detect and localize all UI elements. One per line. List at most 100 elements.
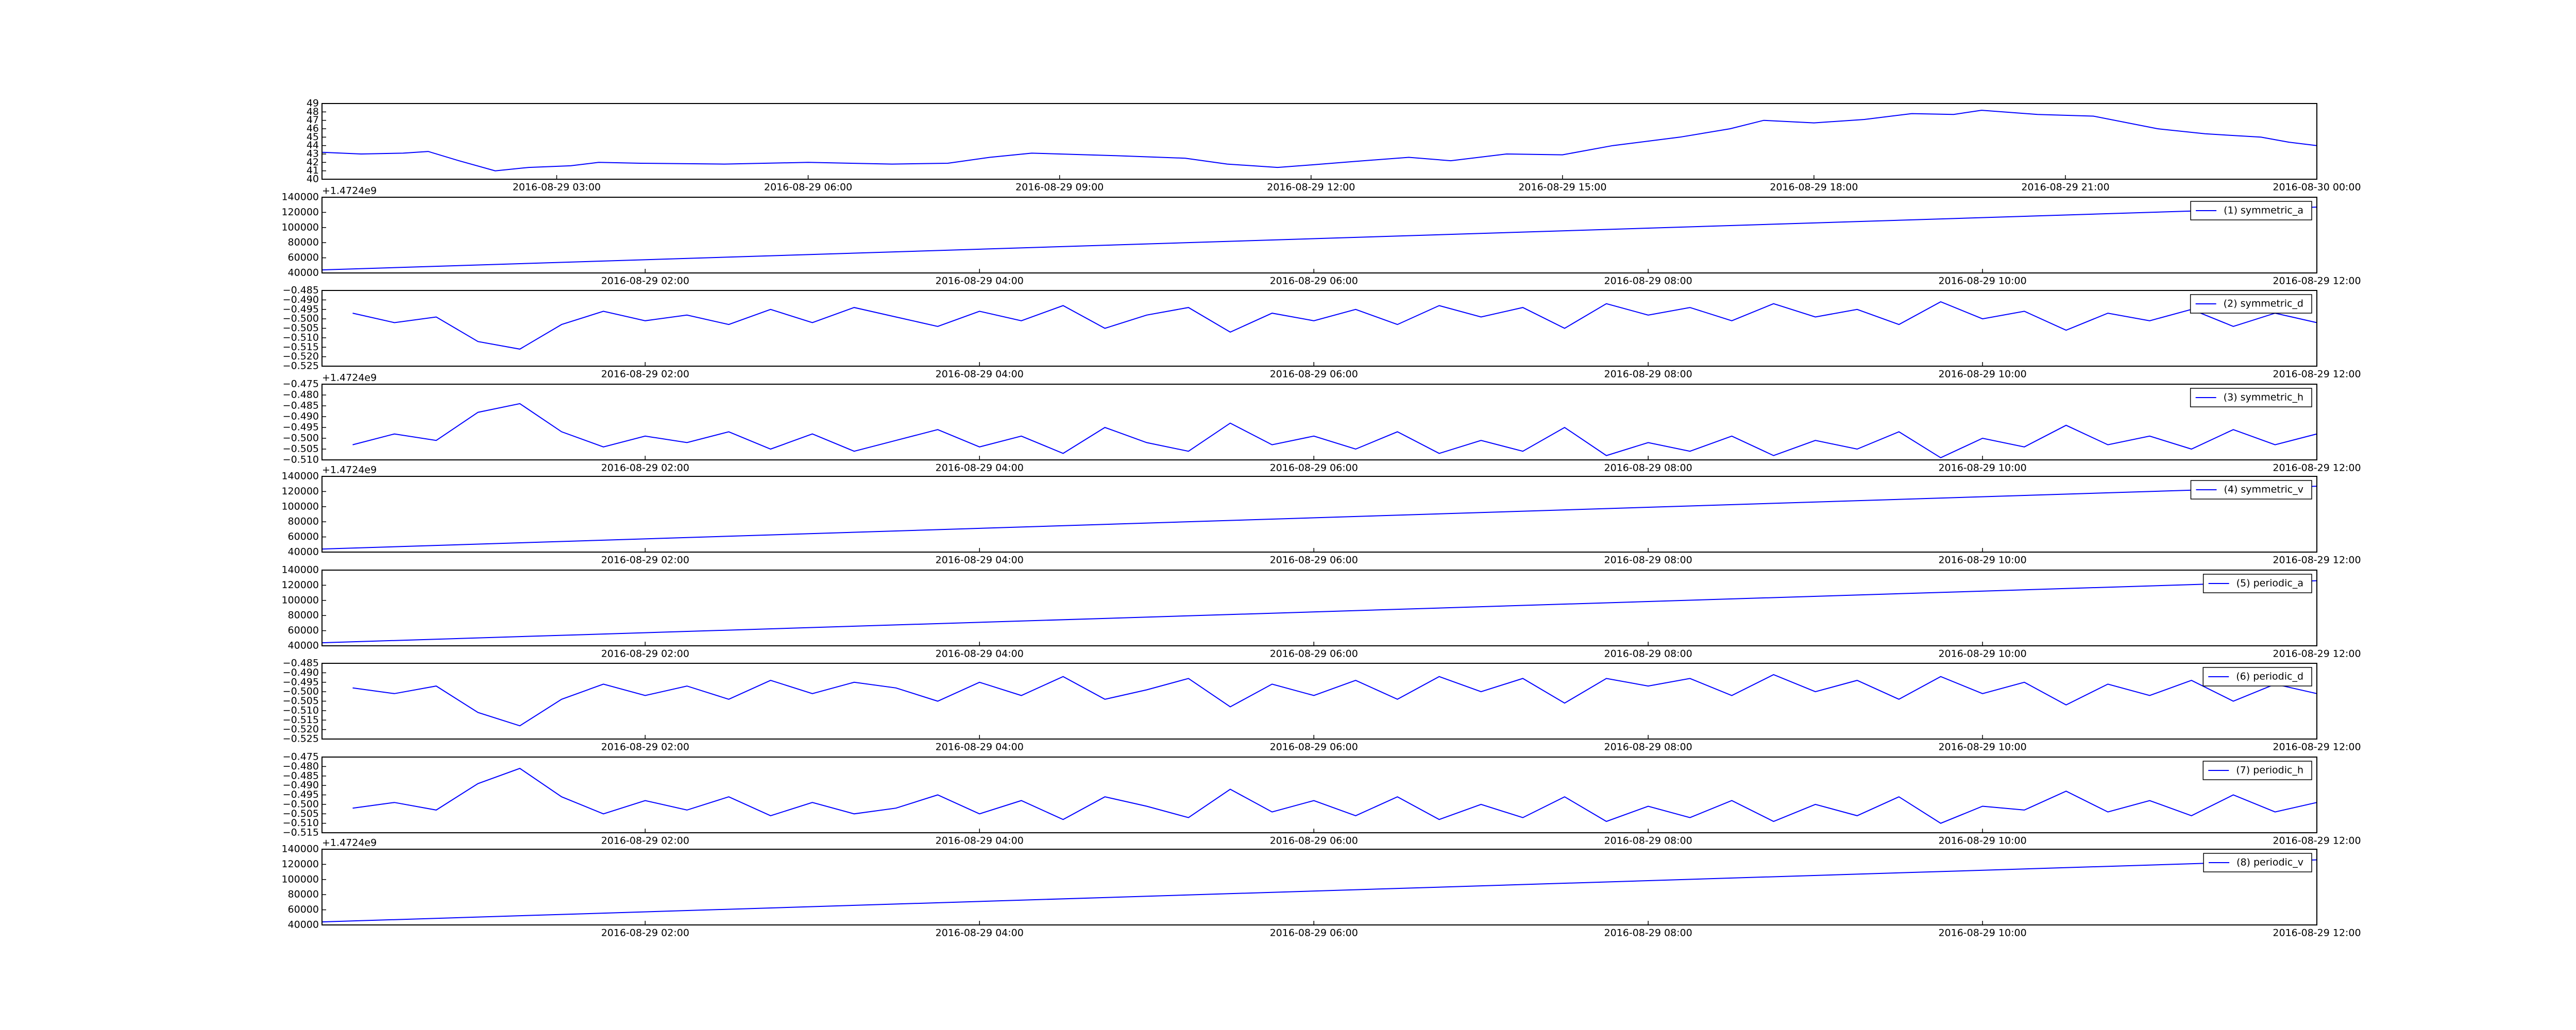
y-tick-label: 44 [307,140,319,151]
y-tick-label: 140000 [281,844,319,855]
series-line [321,207,2317,271]
x-tick-label: 2016-08-29 06:00 [1270,742,1358,753]
x-tick-label: 2016-08-29 12:00 [2273,928,2361,939]
legend: (3) symmetric_h [2190,388,2312,407]
subplot: −0.485−0.490−0.495−0.500−0.505−0.510−0.5… [283,285,2361,380]
y-tick-label: 60000 [288,252,319,263]
y-tick-label: −0.475 [283,751,319,763]
x-tick-label: 2016-08-29 10:00 [1938,276,2026,287]
x-tick-label: 2016-08-30 00:00 [2273,182,2361,193]
x-tick-label: 2016-08-29 12:00 [2273,742,2361,753]
x-tick-label: 2016-08-29 08:00 [1604,928,1692,939]
x-tick-label: 2016-08-29 04:00 [936,276,1024,287]
y-tick-label: −0.500 [283,686,319,697]
x-tick-label: 2016-08-29 10:00 [1938,648,2026,660]
axes-frame [321,849,2317,925]
x-tick-label: 2016-08-29 06:00 [764,182,852,193]
y-tick-label: 46 [307,123,319,134]
y-tick-label: −0.505 [283,443,319,455]
axes-frame [321,570,2317,646]
x-tick-label: 2016-08-29 12:00 [1267,182,1355,193]
subplot: 40000 60000 80000 100000 120000 140000 2016-08… [281,185,2361,287]
legend: (4) symmetric_v [2190,480,2312,500]
y-tick-label: 48 [307,106,319,117]
y-tick-label: −0.500 [283,433,319,444]
y-tick-label: 140000 [281,564,319,576]
x-tick-label: 2016-08-29 06:00 [1270,555,1358,566]
x-tick-label: 2016-08-29 02:00 [601,369,689,380]
x-tick-label: 2016-08-29 10:00 [1938,462,2026,474]
y-tick-label: 45 [307,131,319,143]
y-tick-label: 120000 [281,207,319,218]
y-tick-label: −0.505 [283,322,319,334]
y-tick-label: 120000 [281,579,319,591]
x-tick-label: 2016-08-29 08:00 [1604,648,1692,660]
x-tick-label: 2016-08-29 02:00 [601,276,689,287]
y-tick-label: −0.505 [283,695,319,707]
y-tick-label: −0.515 [283,714,319,726]
x-tick-label: 2016-08-29 08:00 [1604,462,1692,474]
x-tick-label: 2016-08-29 04:00 [936,928,1024,939]
x-tick-label: 2016-08-29 02:00 [601,742,689,753]
offset-text: +1.4724e9 [322,185,377,197]
x-tick-label: 2016-08-29 06:00 [1270,835,1358,847]
x-tick-label: 2016-08-29 10:00 [1938,928,2026,939]
series-line [321,580,2317,644]
y-tick-label: −0.510 [283,332,319,343]
y-tick-label: −0.485 [283,400,319,411]
subplot: −0.475−0.480−0.485−0.490−0.495−0.500−0.5… [283,372,2361,474]
series-line [321,486,2317,550]
offset-text: +1.4724e9 [322,465,377,476]
y-tick-label: 100000 [281,873,319,885]
y-tick-label: −0.515 [283,827,319,838]
x-tick-label: 2016-08-29 10:00 [1938,555,2026,566]
legend-label: (8) periodic_v [2236,857,2303,868]
y-tick-label: 80000 [288,237,319,248]
y-tick-label: −0.485 [283,285,319,296]
y-tick-label: 80000 [288,516,319,527]
series-line [352,403,2317,458]
y-tick-label: −0.490 [283,411,319,422]
legend: (1) symmetric_a [2190,201,2312,220]
x-tick-label: 2016-08-29 12:00 [2273,835,2361,847]
x-tick-label: 2016-08-29 02:00 [601,835,689,847]
subplot: 40000 60000 80000 100000 120000 140000 2016-08… [281,564,2361,660]
y-tick-label: −0.495 [283,789,319,800]
y-tick-label: 100000 [281,221,319,233]
y-tick-label: 42 [307,157,319,168]
subplot: −0.485−0.490−0.495−0.500−0.505−0.510−0.5… [283,658,2361,753]
y-tick-label: −0.495 [283,422,319,433]
x-tick-label: 2016-08-29 06:00 [1270,276,1358,287]
y-tick-label: −0.485 [283,770,319,781]
y-tick-label: 47 [307,114,319,126]
legend: (8) periodic_v [2203,853,2312,872]
x-tick-label: 2016-08-29 08:00 [1604,276,1692,287]
axes-frame [321,663,2317,740]
x-tick-label: 2016-08-29 10:00 [1938,369,2026,380]
x-tick-label: 2016-08-29 04:00 [936,648,1024,660]
y-tick-label: 100000 [281,594,319,606]
x-tick-label: 2016-08-29 08:00 [1604,555,1692,566]
y-tick-label: 60000 [288,531,319,542]
x-tick-label: 2016-08-29 04:00 [936,742,1024,753]
subplot: 40000 60000 80000 100000 120000 140000 2016-08… [281,837,2361,939]
y-tick-label: −0.520 [283,724,319,735]
y-tick-label: −0.490 [283,780,319,791]
x-tick-label: 2016-08-29 03:00 [513,182,601,193]
y-tick-label: 80000 [288,610,319,621]
axes-frame [321,197,2317,273]
y-tick-label: −0.515 [283,341,319,353]
y-tick-label: −0.505 [283,808,319,819]
y-tick-label: −0.520 [283,351,319,362]
x-tick-label: 2016-08-29 02:00 [601,555,689,566]
legend-label: (5) periodic_a [2236,578,2303,589]
y-tick-label: −0.485 [283,658,319,669]
x-tick-label: 2016-08-29 02:00 [601,462,689,474]
y-tick-label: −0.480 [283,389,319,401]
x-tick-label: 2016-08-29 10:00 [1938,742,2026,753]
legend-label: (1) symmetric_a [2224,205,2303,216]
y-tick-label: 40000 [288,640,319,651]
series-line [321,110,2317,171]
